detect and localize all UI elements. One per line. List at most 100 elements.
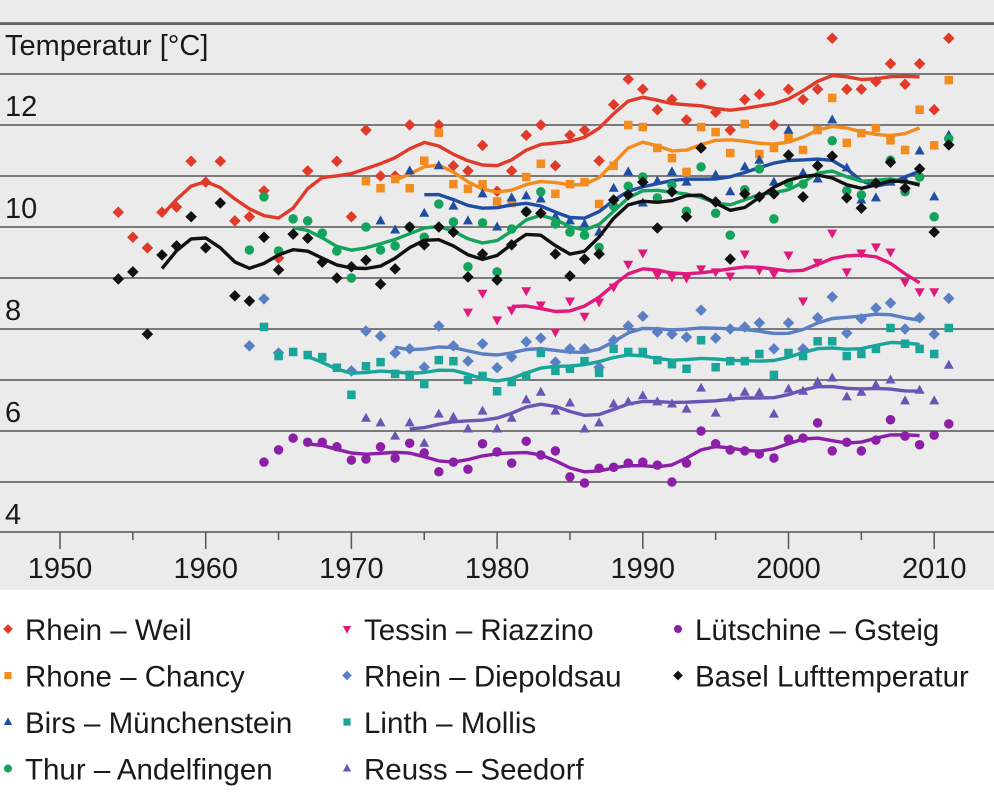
data-point	[520, 129, 532, 141]
data-point	[506, 458, 517, 468]
data-point	[404, 165, 415, 175]
data-point	[637, 310, 649, 322]
trend-line	[160, 173, 921, 271]
data-point	[477, 289, 488, 299]
data-point	[346, 455, 357, 465]
data-point	[652, 396, 663, 406]
data-point	[725, 186, 736, 196]
data-point	[651, 326, 664, 338]
data-point	[725, 230, 735, 240]
data-point	[477, 218, 488, 228]
legend-item: Rhein – Weil	[3, 614, 192, 647]
data-point	[855, 83, 868, 96]
data-point	[317, 437, 328, 447]
data-point	[623, 347, 633, 357]
data-point	[797, 191, 809, 203]
data-point	[420, 379, 429, 389]
data-point	[666, 398, 677, 408]
data-point	[827, 229, 838, 239]
x-axis: 1950 1960 1970 1980 1990 2000 2010	[0, 531, 994, 585]
legend-marker-diamond-icon	[342, 670, 352, 681]
data-point	[783, 124, 794, 134]
data-point	[447, 160, 460, 172]
data-point	[463, 184, 473, 193]
data-point	[884, 297, 897, 309]
data-point	[623, 166, 634, 176]
x-tick-label: 2000	[756, 553, 821, 585]
legend-marker-triangle-up-icon	[342, 763, 352, 772]
data-point	[258, 293, 270, 305]
data-point	[374, 278, 387, 290]
data-point	[857, 349, 866, 359]
data-point	[433, 160, 444, 170]
data-point	[492, 447, 502, 457]
data-point	[360, 325, 372, 337]
data-point	[549, 160, 562, 172]
legend-marker-square-icon	[4, 671, 12, 680]
data-point	[564, 129, 576, 141]
data-point	[578, 343, 591, 355]
data-point	[535, 119, 547, 131]
x-tick-label: 1970	[319, 553, 384, 585]
x-tick-label: 1950	[28, 553, 93, 585]
data-point	[769, 453, 779, 463]
legend-item: Basel Lufttemperatur	[673, 661, 969, 694]
data-point	[594, 463, 604, 473]
series-rhein-diepoldsau	[243, 291, 955, 377]
data-point	[841, 83, 853, 96]
data-point	[841, 162, 852, 172]
data-point	[593, 248, 605, 260]
data-point	[724, 124, 736, 136]
series-linth-mollis	[259, 322, 954, 400]
data-point	[725, 392, 736, 402]
data-point	[112, 273, 125, 285]
data-point	[652, 193, 663, 203]
data-point	[784, 348, 793, 358]
data-point	[929, 212, 939, 222]
data-point	[928, 328, 940, 340]
data-point	[929, 349, 939, 359]
data-point	[769, 143, 779, 153]
data-point	[782, 83, 795, 96]
data-point	[929, 395, 940, 405]
data-point	[886, 136, 895, 145]
data-point	[390, 453, 400, 463]
data-point	[637, 176, 649, 188]
data-point	[637, 390, 648, 400]
legend-marker-diamond-icon	[3, 624, 13, 634]
data-point	[332, 363, 342, 373]
data-point	[448, 411, 459, 421]
data-point	[667, 359, 677, 369]
data-point	[784, 133, 793, 142]
data-point	[447, 340, 460, 352]
legend-marker-triangle-down-icon	[342, 626, 352, 634]
data-point	[811, 312, 824, 324]
data-point	[696, 335, 706, 345]
data-point	[288, 347, 298, 357]
data-point	[375, 245, 386, 255]
data-point	[798, 351, 808, 361]
data-point	[768, 270, 779, 280]
data-point	[623, 120, 633, 130]
data-point	[782, 149, 795, 161]
data-point	[390, 430, 401, 440]
data-point	[536, 348, 546, 358]
data-point	[434, 128, 444, 137]
data-point	[652, 271, 663, 281]
data-point	[680, 211, 693, 223]
data-point	[419, 207, 430, 217]
data-point	[199, 242, 212, 254]
data-point	[535, 386, 546, 396]
data-point	[463, 262, 473, 272]
data-point	[637, 83, 649, 96]
data-point	[856, 446, 867, 456]
data-point	[870, 243, 881, 253]
data-point	[623, 181, 633, 191]
series-layer	[112, 32, 955, 488]
data-point	[608, 182, 619, 192]
data-point	[739, 321, 751, 333]
data-point	[375, 417, 386, 427]
data-point	[914, 384, 925, 394]
data-point	[696, 382, 707, 392]
data-point	[127, 231, 139, 243]
